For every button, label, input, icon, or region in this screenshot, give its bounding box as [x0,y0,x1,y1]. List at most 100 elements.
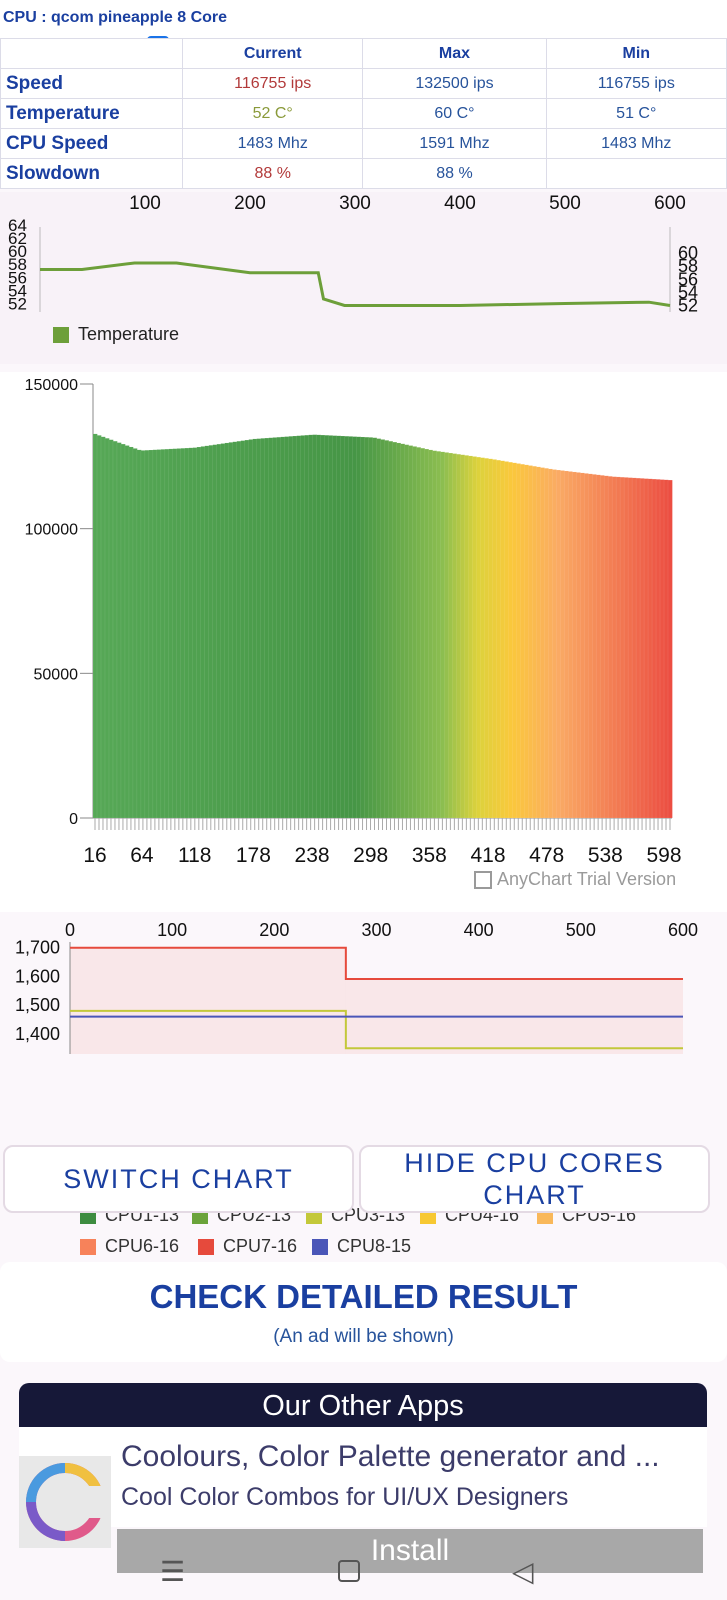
speed-bar [452,453,457,819]
speed-bar [128,446,134,819]
cores-x-tick: 500 [566,920,596,940]
speed-bar [172,448,178,819]
speed-bar [536,466,541,819]
speed-bar [292,435,298,819]
speed-bar [404,444,410,819]
speed-bar [348,436,354,819]
hide-cpu-cores-button[interactable]: HIDE CPU CORES CHART [359,1145,710,1213]
speed-bar [332,435,338,819]
temp-y-tick: 54 [8,281,27,300]
speed-bar [152,449,158,819]
speed-bar [576,472,581,819]
menu-icon[interactable]: ☰ [160,1556,186,1587]
speed-bar [316,434,322,819]
speed-bar [448,452,453,819]
speed-bar [96,435,102,819]
speed-bar [619,477,625,819]
speed-bar [220,443,226,819]
speed-bar [180,448,186,819]
speed-bar [647,478,653,819]
speed-bar [188,447,194,819]
speed-bar [472,456,477,819]
stats-row-cpu-speed: CPU Speed 1483 Mhz 1591 Mhz 1483 Mhz [0,128,727,159]
cell-min: 1483 Mhz [545,128,727,159]
speed-bar [412,446,417,819]
cell-max: 88 % [362,158,547,189]
temperature-chart: 100 200 300 400 500 6006462605856545260585654… [8,193,698,315]
app-description: Cool Color Combos for UI/UX Designers [121,1483,569,1510]
back-icon[interactable]: ◁ [512,1556,534,1587]
legend-item[interactable]: CPU6-16 [80,1236,179,1257]
speed-bar [124,445,130,819]
temperature-line [40,261,671,307]
check-detailed-result-button[interactable]: CHECK DETAILED RESULT (An ad will be sho… [0,1262,727,1362]
color-wheel-icon [26,1463,111,1541]
app-name[interactable]: Coolours, Color Palette generator and ..… [121,1440,660,1473]
temp-y-tick: 56 [8,268,27,287]
speed-bar [659,479,665,819]
speed-bar [667,479,673,819]
speed-bar [556,469,561,819]
speed-x-tick: 178 [236,844,271,867]
speed-x-tick: 418 [470,844,505,867]
speed-x-tick: 118 [178,844,211,867]
speed-bar [500,460,505,819]
speed-bar [108,439,114,819]
speed-bar [663,479,669,819]
speed-bar [216,443,222,819]
cpu-cores-chart-area: 0 100 200 300 400 500 600 1,700 1,600 1,500 1,400 … [0,918,727,1256]
speed-bar [192,447,198,819]
speed-bar [276,437,282,819]
cpu-cores-chart: 0 100 200 300 400 500 600 1,700 1,600 1,500 1,400 [15,920,698,1054]
speed-bar [344,436,350,819]
legend-item[interactable]: CPU8-15 [312,1236,411,1257]
check-title: CHECK DETAILED RESULT [149,1278,578,1315]
temp-x-tick: 400 [444,193,476,214]
header: CPU : qcom pineapple 8 Core [0,0,727,38]
app-logo-icon[interactable] [19,1456,111,1548]
page-title: CPU : qcom pineapple 8 Core [3,9,228,26]
speed-bar [436,451,441,819]
speed-bar [560,470,565,819]
speed-bar [615,476,621,819]
speed-bar [212,444,218,819]
speed-bar [252,438,258,819]
stats-row-slowdown: Slowdown 88 % 88 % [0,158,727,189]
stats-header-row: Current Max Min [0,38,727,69]
speed-bar [572,471,577,819]
speed-bar [564,470,569,819]
speed-bar [627,477,633,819]
speed-bar [336,435,342,819]
speed-bar [132,448,138,819]
speed-bar [516,463,521,819]
speed-bar [364,437,370,819]
speed-bar [340,435,346,819]
stats-row-temperature: Temperature 52 C° 60 C° 51 C° [0,98,727,129]
speed-bar [639,478,645,819]
legend-item[interactable]: CPU7-16 [198,1236,297,1257]
switch-chart-button[interactable]: SWITCH CHART [3,1145,354,1213]
cores-y-tick: 1,500 [15,995,60,1015]
speed-bar [104,438,110,819]
speed-bar [568,471,573,819]
speed-chart-area: 150000 100000 50000 0 16 64 118 178 238 298 358 418… [0,372,727,912]
speed-x-tick: 538 [588,844,623,867]
other-apps-card: Our Other Apps Coolours, Color Palette g… [19,1383,707,1593]
speed-bar [584,473,589,819]
speed-bar [160,449,166,819]
cores-y-tick: 1,600 [15,966,60,986]
speed-bar [432,450,437,819]
speed-bar [296,435,302,819]
app-item[interactable] [19,1427,707,1527]
home-icon[interactable] [338,1560,360,1582]
temp-y-tick: 58 [8,255,27,274]
speed-bar [388,441,394,819]
cell-max: 1591 Mhz [362,128,547,159]
speed-bar [488,458,493,819]
temp-y-tick-right: 56 [678,269,698,289]
install-button[interactable]: Install [117,1529,703,1573]
speed-bar [196,446,202,819]
speed-bar [396,442,402,819]
speed-bar [264,437,270,819]
speed-y-tick: 50000 [34,666,79,683]
